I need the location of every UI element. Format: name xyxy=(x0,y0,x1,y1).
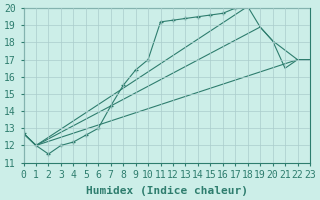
X-axis label: Humidex (Indice chaleur): Humidex (Indice chaleur) xyxy=(86,186,248,196)
